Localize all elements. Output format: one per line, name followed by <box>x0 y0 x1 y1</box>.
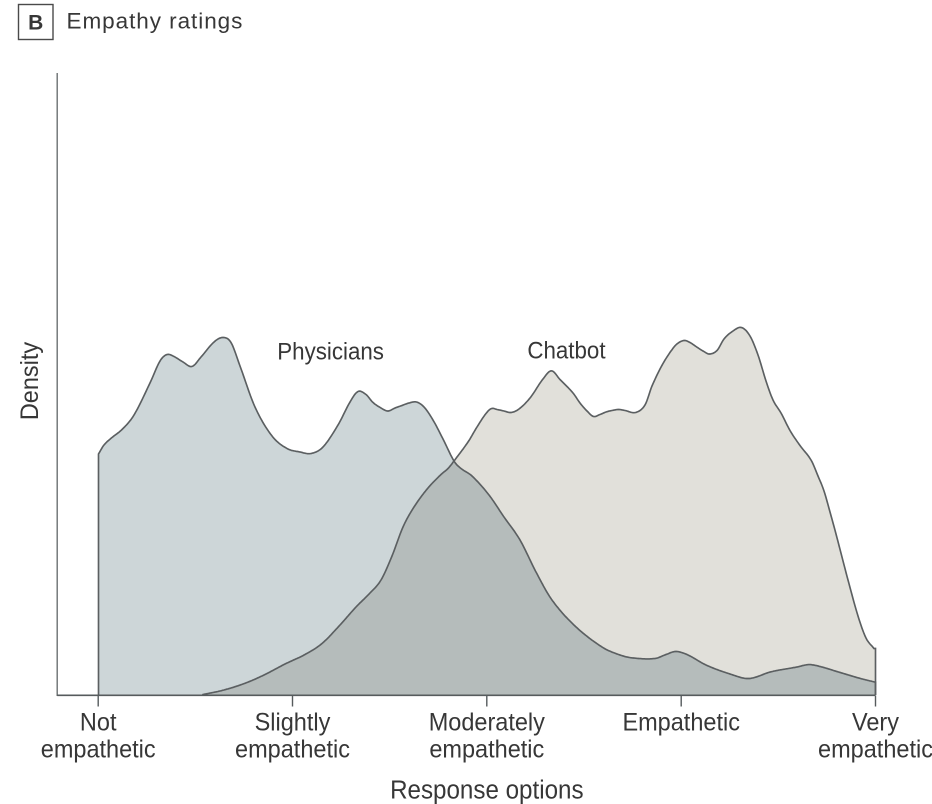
svg-text:Moderately: Moderately <box>429 709 546 737</box>
svg-text:Response options: Response options <box>390 776 583 804</box>
svg-text:Physicians: Physicians <box>277 338 384 365</box>
svg-text:Chatbot: Chatbot <box>527 337 606 364</box>
svg-text:empathetic: empathetic <box>429 736 544 764</box>
svg-text:Empathetic: Empathetic <box>622 709 740 737</box>
svg-text:empathetic: empathetic <box>235 736 350 764</box>
svg-text:Density: Density <box>16 341 44 420</box>
svg-text:Empathy ratings: Empathy ratings <box>67 8 244 33</box>
svg-text:empathetic: empathetic <box>41 736 156 764</box>
svg-text:Very: Very <box>852 709 900 737</box>
svg-text:B: B <box>28 12 43 35</box>
svg-text:empathetic: empathetic <box>818 736 932 764</box>
svg-text:Slightly: Slightly <box>255 709 332 737</box>
svg-text:Not: Not <box>80 709 117 737</box>
